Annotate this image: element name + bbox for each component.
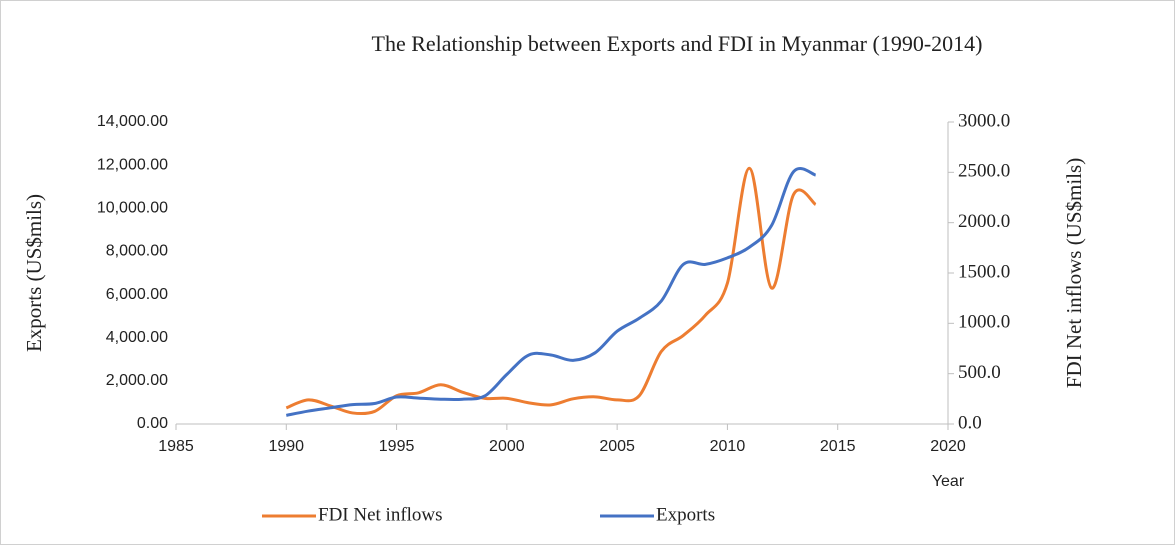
- y2-tick-label: 1500.0: [958, 261, 1010, 282]
- y2-tick-label: 0.0: [958, 412, 982, 433]
- line-series: [285, 167, 817, 417]
- y2-tick-label: 500.0: [958, 362, 1001, 383]
- y-tick-label: 8,000.00: [106, 243, 168, 260]
- y-tick-label: 4,000.00: [106, 329, 168, 346]
- legend-label: Exports: [656, 504, 715, 525]
- x-tick-label: 2005: [599, 438, 635, 455]
- y-tick-label: 6,000.00: [106, 286, 168, 303]
- x-tick-label: 2000: [489, 438, 525, 455]
- y2-tick-label: 3000.0: [958, 110, 1010, 131]
- x-tick-label: 1995: [379, 438, 415, 455]
- x-tick-label: 1990: [268, 438, 304, 455]
- y2-tick-label: 2500.0: [958, 161, 1010, 182]
- x-axis-title: Year: [932, 473, 965, 490]
- y-tick-label: 2,000.00: [106, 372, 168, 389]
- legend-label: FDI Net inflows: [318, 504, 443, 525]
- y-tick-label: 14,000.00: [97, 113, 168, 130]
- x-tick-label: 2015: [820, 438, 856, 455]
- y2-tick-label: 1000.0: [958, 312, 1010, 333]
- y2-axis-title: FDI Net inflows (US$mils): [1062, 158, 1086, 388]
- x-tick-label: 2010: [710, 438, 746, 455]
- x-tick-label: 2020: [930, 438, 966, 455]
- x-tick-label: 1985: [158, 438, 194, 455]
- y2-tick-label: 2000.0: [958, 211, 1010, 232]
- y-tick-label: 0.00: [137, 415, 168, 432]
- line-series: [285, 166, 817, 416]
- y-tick-label: 10,000.00: [97, 200, 168, 217]
- y-tick-label: 12,000.00: [97, 156, 168, 173]
- chart-title: The Relationship between Exports and FDI…: [372, 31, 983, 56]
- y-axis-title: Exports (US$mils): [22, 194, 46, 352]
